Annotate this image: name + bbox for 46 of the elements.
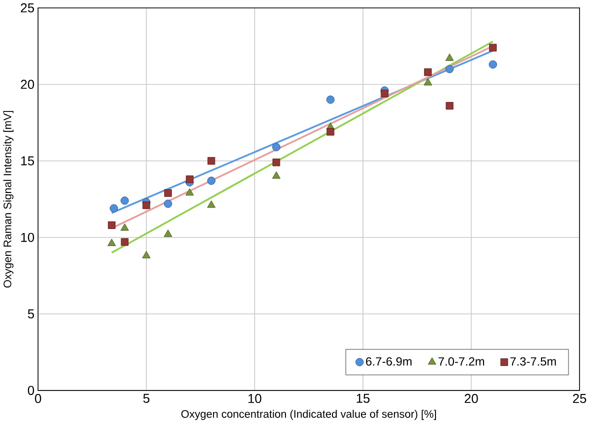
x-axis-title: Oxygen concentration (Indicated value of sensor) [%] [181, 410, 436, 420]
y-tick-label: 5 [28, 309, 34, 318]
point [326, 128, 334, 136]
point [445, 64, 454, 74]
x-tick-label: 10 [248, 394, 262, 403]
point [120, 196, 129, 205]
point [108, 238, 116, 246]
point [488, 60, 498, 68]
y-axis-title: Oxygen Raman Signal Intensity [mV] [3, 110, 14, 288]
x-tick-label: 5 [143, 394, 150, 403]
x-tick-label: 15 [356, 394, 370, 403]
point [272, 171, 280, 179]
x-tick-label: 20 [464, 394, 478, 403]
point [207, 200, 216, 208]
point [120, 223, 129, 231]
point [272, 142, 280, 152]
point [424, 78, 432, 86]
point [120, 238, 129, 246]
x-tick-label: 25 [573, 394, 586, 403]
point [446, 102, 454, 110]
legend-label: 7.0-7.2m [438, 357, 484, 366]
point [185, 188, 194, 196]
point [380, 90, 388, 98]
point [110, 204, 118, 212]
x-tick-label: 0 [34, 394, 42, 403]
y-tick-label: 25 [20, 3, 34, 12]
y-tick-label: 15 [21, 156, 34, 166]
point [164, 189, 172, 197]
point [272, 158, 280, 166]
point [445, 53, 454, 61]
point [186, 175, 194, 183]
point [424, 68, 432, 76]
y-tick-label: 10 [21, 232, 34, 242]
point [207, 176, 216, 185]
point [164, 229, 172, 237]
y-tick-label: 0 [28, 386, 34, 395]
point [489, 44, 497, 52]
y-tick-label: 20 [20, 80, 34, 89]
legend-label: 7.3-7.5m [510, 357, 556, 366]
point [164, 199, 172, 208]
point [142, 201, 150, 209]
point [326, 95, 335, 104]
point [108, 221, 116, 229]
point [208, 156, 216, 165]
point [142, 250, 151, 258]
legend-label: 6.7-6.9m [366, 357, 412, 366]
